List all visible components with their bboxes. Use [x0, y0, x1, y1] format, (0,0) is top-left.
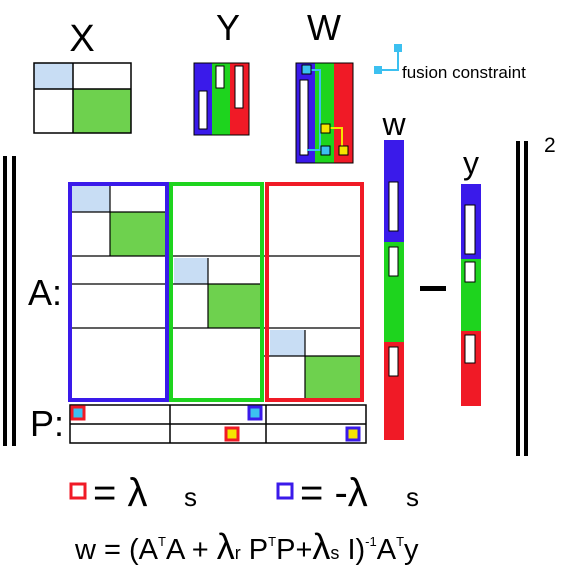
closed-form-formula: w = (ATA + λr PTP+λs I)-1ATy: [74, 526, 419, 567]
a-label: A:: [28, 272, 62, 313]
w-matrix: W: [295, 7, 354, 164]
y-slot: [215, 65, 225, 89]
w-col-red: [334, 63, 353, 163]
x-block-light-blue: [34, 63, 73, 89]
y-matrix: Y: [193, 7, 250, 136]
x-outline: [33, 62, 132, 134]
p-entry-negative: [247, 405, 263, 421]
y-slot: [234, 65, 244, 109]
fusion-legend-label: fusion constraint: [402, 63, 526, 82]
x-label: X: [69, 18, 94, 60]
x-matrix: X: [33, 18, 132, 134]
p-matrix: P:: [30, 403, 367, 444]
p-entry-negative: [345, 426, 361, 442]
y-vector-slot: [464, 204, 476, 255]
fusion-legend-square: [374, 66, 382, 74]
fusion-square-yellow: [338, 145, 349, 156]
w-vector-label: w: [381, 106, 406, 142]
minus-sign: [420, 286, 446, 291]
norm-right: [516, 141, 528, 456]
a-block-light-blue: [270, 330, 305, 356]
a-column-blue: [68, 182, 169, 402]
positive-entry-swatch: [69, 482, 87, 500]
a-column-red: [265, 182, 364, 402]
a-block-light-blue: [174, 258, 208, 284]
a-block-green: [110, 212, 165, 256]
w-vector: w: [381, 106, 406, 440]
positive-entry-subscript: s: [184, 482, 197, 512]
fusion-link-yellow: [326, 127, 343, 150]
norm-exponent: 2: [544, 134, 556, 157]
w-vector-slot: [388, 181, 399, 232]
norm-left: [3, 156, 16, 446]
a-column-green: [169, 182, 264, 402]
w-slot: [299, 79, 309, 156]
negative-entry-swatch: [276, 482, 294, 500]
y-vector-slot: [464, 334, 476, 364]
negative-entry-text: = -λ: [300, 471, 368, 515]
w-matrix-label: W: [307, 7, 341, 48]
fusion-square-cyan: [301, 64, 312, 75]
fusion-legend: fusion constraint: [374, 44, 526, 82]
y-vector-label: y: [463, 145, 479, 181]
y-label: Y: [216, 7, 240, 48]
fusion-link-cyan: [307, 69, 321, 151]
fusion-square-cyan: [320, 145, 331, 156]
fusion-legend-square: [394, 44, 402, 52]
fusion-square-yellow: [320, 123, 331, 134]
positive-entry-text: = λ: [93, 471, 147, 515]
p-entry-positive: [70, 405, 86, 421]
p-entry-positive: [224, 426, 240, 442]
penalty-legend: = λ s = -λ s: [69, 471, 419, 515]
w-vector-slot: [388, 346, 399, 377]
a-block-green: [208, 284, 260, 328]
a-matrix: A:: [28, 182, 364, 402]
a-block-light-blue: [72, 186, 110, 212]
y-slot: [198, 90, 208, 130]
y-vector: y: [461, 145, 481, 406]
negative-entry-subscript: s: [406, 482, 419, 512]
y-vector-slot: [464, 261, 476, 283]
w-vector-slot: [388, 246, 399, 277]
a-block-green: [305, 356, 360, 398]
p-label: P:: [30, 403, 64, 444]
x-block-green: [73, 89, 131, 133]
